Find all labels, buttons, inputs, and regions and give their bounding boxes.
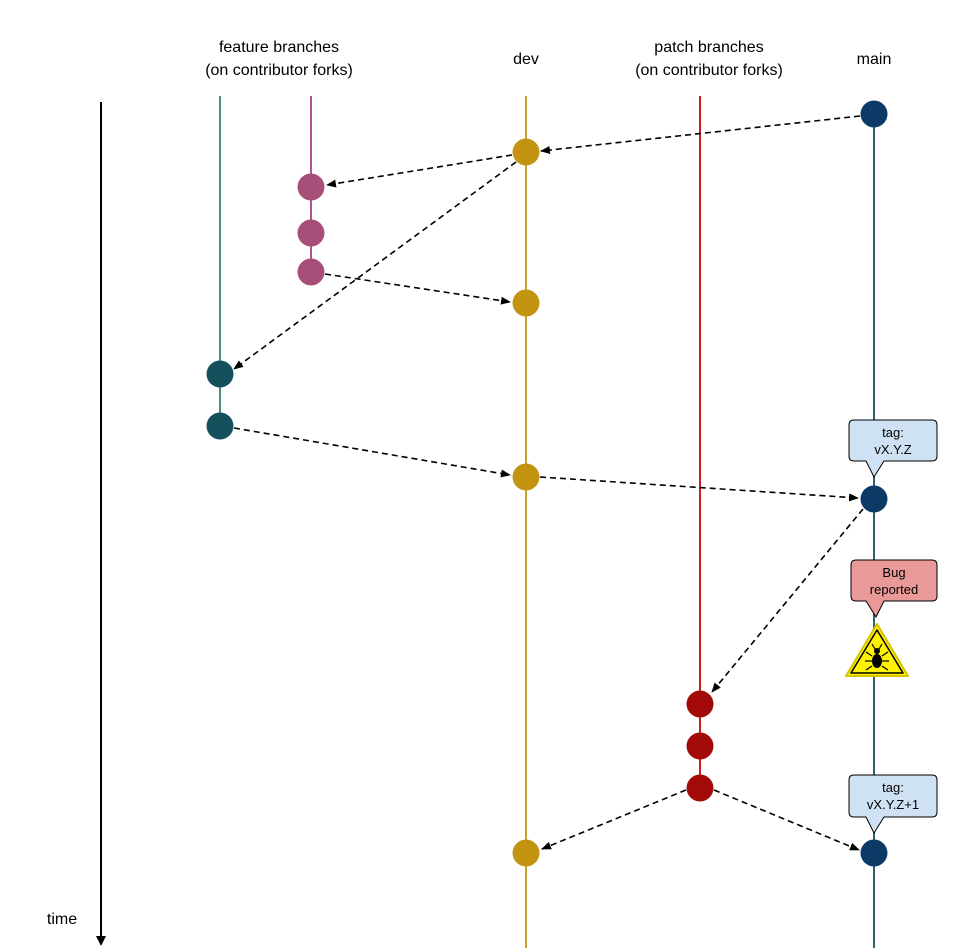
arrow-dev-to-main bbox=[539, 476, 859, 502]
arrow-dev-to-feature-a bbox=[233, 161, 517, 370]
arrow-main-to-patch bbox=[711, 508, 864, 693]
dev-commit bbox=[512, 463, 540, 491]
release-tag-callout: tag: vX.Y.Z bbox=[848, 419, 938, 479]
main-commit bbox=[860, 100, 888, 128]
feature-branches-header: feature branches bbox=[219, 39, 339, 56]
bug-reported-callout: Bug reported bbox=[850, 559, 938, 619]
bug-label-line2: reported bbox=[870, 582, 918, 597]
down-arrow-icon bbox=[96, 936, 106, 946]
arrow-main-to-dev bbox=[540, 115, 861, 154]
dev-header: dev bbox=[513, 51, 539, 68]
patch-commit bbox=[686, 774, 714, 802]
main-commit bbox=[860, 839, 888, 867]
arrow-feature-a-to-dev bbox=[233, 427, 511, 478]
feature-b-commit bbox=[297, 258, 325, 286]
patch-commit bbox=[686, 690, 714, 718]
feature-a-commit bbox=[206, 360, 234, 388]
patch-commit bbox=[686, 732, 714, 760]
patch-tag-callout: tag: vX.Y.Z+1 bbox=[848, 774, 938, 835]
arrow-feature-b-to-dev bbox=[324, 273, 511, 305]
main-header: main bbox=[857, 51, 892, 68]
dev-commit bbox=[512, 138, 540, 166]
arrow-dev-to-feature-b bbox=[326, 154, 513, 188]
tag-prefix: tag: bbox=[882, 425, 904, 440]
tag-version: vX.Y.Z+1 bbox=[867, 797, 919, 812]
feature-b-commit bbox=[297, 173, 325, 201]
tag-version: vX.Y.Z bbox=[874, 442, 911, 457]
dev-commit bbox=[512, 839, 540, 867]
time-label: time bbox=[47, 911, 77, 928]
patch-branches-header: patch branches bbox=[654, 39, 763, 56]
feature-a-commit bbox=[206, 412, 234, 440]
arrow-patch-to-dev bbox=[541, 789, 687, 850]
dev-commit bbox=[512, 289, 540, 317]
bug-warning-icon bbox=[845, 623, 909, 677]
patch-branches-subheader: (on contributor forks) bbox=[635, 62, 783, 79]
arrow-patch-to-main bbox=[713, 789, 860, 851]
main-commit bbox=[860, 485, 888, 513]
feature-branches-subheader: (on contributor forks) bbox=[205, 62, 353, 79]
bug-label-line1: Bug bbox=[882, 565, 905, 580]
tag-prefix: tag: bbox=[882, 780, 904, 795]
feature-b-commit bbox=[297, 219, 325, 247]
